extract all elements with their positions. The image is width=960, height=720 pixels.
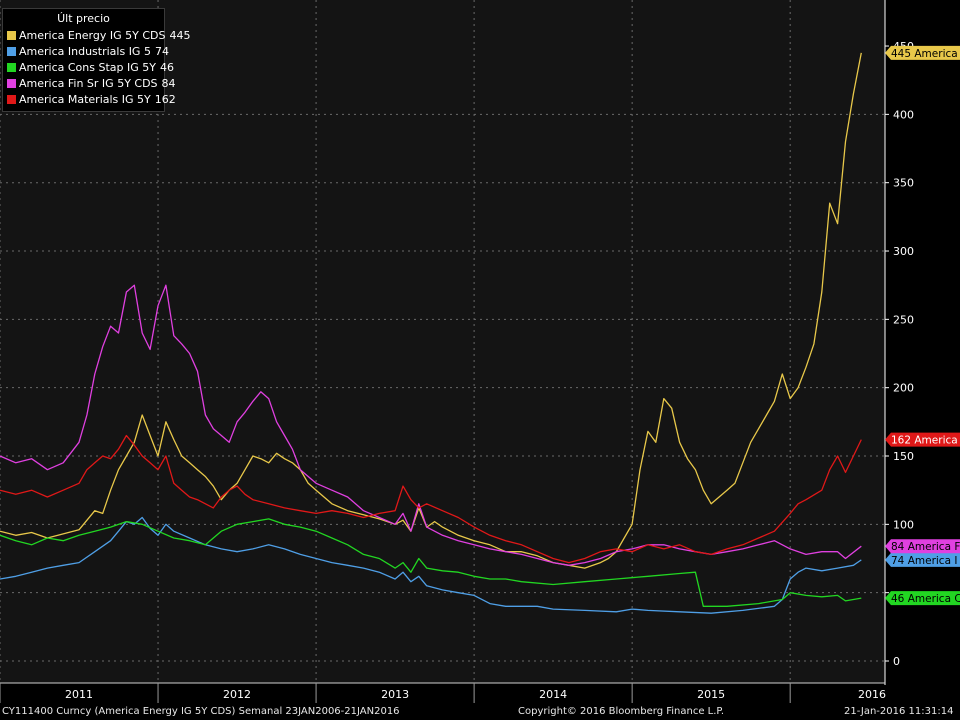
end-label-3: 84 America F bbox=[885, 539, 960, 554]
end-label-1: 74 America I bbox=[885, 552, 960, 567]
end-label-text: 46 America C bbox=[891, 593, 960, 605]
x-tick-label: 2013 bbox=[381, 688, 409, 701]
legend-value: 46 bbox=[159, 60, 174, 74]
end-label-4: 162 America M bbox=[885, 432, 960, 447]
legend-name: America Fin Sr IG 5Y CDS bbox=[19, 76, 158, 90]
series-lines bbox=[0, 52, 862, 614]
legend-value: 84 bbox=[161, 76, 176, 90]
legend-swatch bbox=[7, 78, 16, 88]
series-line-1 bbox=[0, 516, 862, 614]
end-label-text: 74 America I bbox=[891, 555, 957, 567]
end-label-0: 445 America E bbox=[885, 45, 960, 60]
legend-value: 162 bbox=[154, 92, 176, 106]
legend-item: America Cons Stap IG 5Y 46 bbox=[7, 59, 174, 75]
series-line-4 bbox=[0, 434, 862, 564]
legend: Últ precio America Energy IG 5Y CDS 445 Am… bbox=[2, 8, 191, 112]
end-label-tag bbox=[885, 539, 960, 554]
y-tick-label: 0 bbox=[893, 655, 900, 668]
y-tick-label: 400 bbox=[893, 108, 914, 121]
legend-name: America Cons Stap IG 5Y bbox=[19, 60, 156, 74]
y-axis: 0100150200250300350400450 bbox=[885, 40, 914, 668]
y-tick-label: 250 bbox=[893, 313, 914, 326]
legend-items: America Energy IG 5Y CDS 445 America Indus… bbox=[7, 27, 191, 107]
end-label-tag bbox=[885, 552, 960, 567]
legend-item: America Materials IG 5Y 162 bbox=[7, 91, 176, 107]
end-label-text: 84 America F bbox=[891, 541, 960, 553]
legend-name: America Energy IG 5Y CDS bbox=[19, 28, 166, 42]
series-line-0 bbox=[0, 52, 862, 569]
y-tick-label: 150 bbox=[893, 450, 914, 463]
y-tick-label: 300 bbox=[893, 245, 914, 258]
x-tick-label: 2012 bbox=[223, 688, 251, 701]
y-tick-label: 100 bbox=[893, 518, 914, 531]
legend-value: 445 bbox=[169, 28, 191, 42]
y-tick-label: 350 bbox=[893, 177, 914, 190]
x-axis: 2011 2012 2013 2014 2015 2016 bbox=[0, 683, 886, 703]
end-label-tag bbox=[885, 591, 960, 606]
footer: CY111400 Curncy (America Energy IG 5Y CD… bbox=[0, 704, 960, 720]
end-label-text: 162 America M bbox=[891, 435, 960, 447]
legend-name: America Materials IG 5Y bbox=[19, 92, 151, 106]
legend-item: America Energy IG 5Y CDS 445 bbox=[7, 27, 191, 43]
legend-swatch bbox=[7, 46, 16, 56]
legend-swatch bbox=[7, 62, 16, 72]
x-tick-label: 2015 bbox=[697, 688, 725, 701]
footer-security-info: CY111400 Curncy (America Energy IG 5Y CD… bbox=[2, 706, 400, 717]
x-tick-label: 2011 bbox=[65, 688, 93, 701]
legend-swatch bbox=[7, 94, 16, 104]
y-tick-label: 200 bbox=[893, 382, 914, 395]
end-label-tag bbox=[885, 432, 960, 447]
end-label-text: 445 America E bbox=[891, 48, 960, 60]
end-label-tag bbox=[885, 45, 960, 60]
x-tick-label: 2016 bbox=[858, 688, 886, 701]
series-line-3 bbox=[0, 284, 862, 566]
legend-name: America Industrials IG 5 bbox=[19, 44, 151, 58]
footer-copyright: Copyright© 2016 Bloomberg Finance L.P. bbox=[518, 706, 725, 717]
legend-swatch bbox=[7, 30, 16, 40]
series-line-2 bbox=[0, 518, 862, 607]
end-labels: 445 America E 74 America I 46 America C 84 … bbox=[885, 45, 960, 606]
legend-item: America Industrials IG 5 74 bbox=[7, 43, 169, 59]
legend-title: Últ precio bbox=[57, 12, 110, 25]
footer-timestamp: 21-Jan-2016 11:31:14 bbox=[844, 706, 954, 717]
end-label-2: 46 America C bbox=[885, 591, 960, 606]
legend-item: America Fin Sr IG 5Y CDS 84 bbox=[7, 75, 176, 91]
x-tick-label: 2014 bbox=[539, 688, 567, 701]
plot-area bbox=[0, 0, 885, 683]
legend-value: 74 bbox=[154, 44, 169, 58]
